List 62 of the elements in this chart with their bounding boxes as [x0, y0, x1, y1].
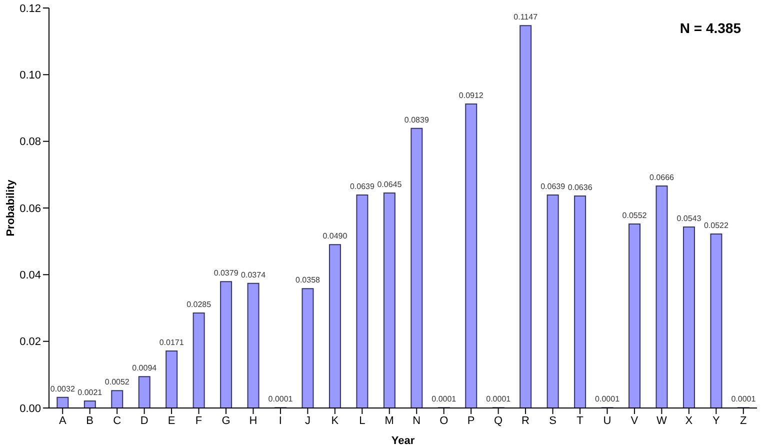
y-tick-label: 0.02: [20, 336, 41, 348]
x-tick-label: R: [522, 414, 530, 427]
x-tick-label: O: [440, 414, 449, 427]
x-tick-label: I: [278, 414, 282, 427]
y-tick-label: 0.08: [20, 136, 41, 148]
x-tick-label: V: [630, 414, 639, 427]
x-tick-label: M: [384, 414, 394, 427]
x-tick-label: H: [249, 414, 258, 427]
x-tick-label: E: [168, 414, 176, 427]
data-label: 0.0666: [650, 173, 675, 182]
x-tick-label: T: [576, 414, 584, 427]
x-tick-label: P: [467, 414, 475, 427]
x-tick-label: F: [195, 414, 202, 427]
x-tick-label: U: [603, 414, 612, 427]
data-label: 0.0032: [50, 384, 76, 394]
data-label: 0.0001: [432, 394, 457, 404]
x-tick-label: B: [86, 414, 94, 427]
x-tick-label: C: [113, 414, 122, 427]
y-tick-label: 0.12: [20, 2, 41, 15]
data-label: 0.1147: [514, 12, 538, 22]
y-tick-label: 0.06: [20, 202, 41, 215]
data-label: 0.0001: [268, 394, 294, 404]
data-label: 0.0374: [241, 270, 266, 280]
y-tick-label: 0.00: [20, 402, 41, 415]
x-tick-label: A: [58, 414, 67, 427]
annotation: N = 4.385: [680, 20, 741, 36]
data-label: 0.0636: [568, 183, 593, 192]
x-axis-title: Year: [391, 435, 416, 446]
x-tick-label: K: [331, 414, 340, 427]
data-label: 0.0639: [350, 182, 375, 191]
data-label: 0.0358: [296, 276, 321, 285]
data-label: 0.0171: [159, 338, 184, 347]
x-tick-label: Z: [740, 414, 748, 427]
data-label: 0.0543: [676, 214, 702, 223]
x-tick-label: X: [685, 414, 694, 427]
data-label: 0.0912: [458, 91, 484, 100]
x-tick-label: Y: [712, 414, 720, 427]
x-tick-label: J: [304, 414, 310, 427]
data-label: 0.0839: [404, 115, 430, 124]
data-label: 0.0001: [731, 394, 756, 404]
data-label: 0.0021: [78, 388, 103, 397]
data-label: 0.0052: [104, 378, 130, 387]
data-label: 0.0094: [132, 364, 158, 373]
data-label: 0.0522: [704, 221, 729, 230]
data-label: 0.0645: [377, 180, 402, 189]
x-tick-label: W: [656, 414, 668, 427]
data-label: 0.0552: [622, 211, 648, 220]
data-label: 0.0639: [540, 182, 566, 191]
x-tick-label: G: [222, 414, 230, 427]
data-label: 0.0379: [214, 268, 239, 278]
data-label: 0.0490: [322, 232, 348, 241]
y-axis-title: Probability: [4, 178, 17, 236]
y-tick-label: 0.10: [20, 70, 41, 82]
x-tick-label: S: [549, 414, 556, 427]
data-label: 0.0001: [486, 394, 512, 404]
x-tick-label: N: [412, 414, 421, 427]
x-tick-label: Q: [494, 414, 504, 427]
data-label: 0.0285: [186, 300, 212, 309]
y-tick-label: 0.04: [20, 270, 41, 282]
data-label: 0.0001: [595, 394, 620, 404]
x-tick-label: D: [140, 414, 148, 427]
x-tick-label: L: [359, 414, 366, 427]
